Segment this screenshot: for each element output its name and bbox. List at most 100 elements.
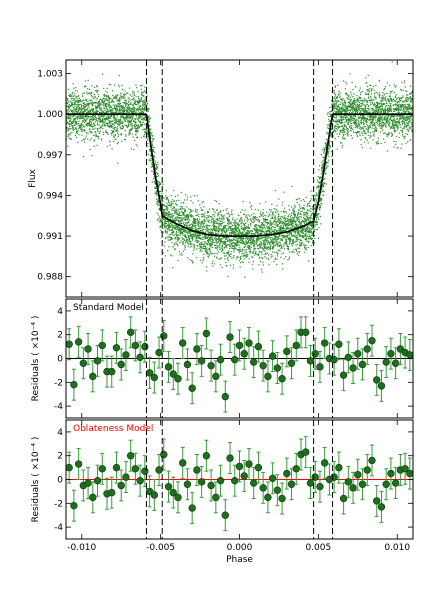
flux-point bbox=[272, 247, 274, 249]
flux-point bbox=[66, 112, 68, 114]
flux-point bbox=[153, 156, 155, 158]
flux-point bbox=[147, 110, 149, 112]
flux-point bbox=[302, 232, 304, 234]
flux-point bbox=[89, 99, 91, 101]
flux-point bbox=[118, 100, 120, 102]
flux-point bbox=[218, 217, 221, 219]
flux-point bbox=[190, 223, 192, 225]
flux-point bbox=[76, 118, 79, 120]
flux-point bbox=[176, 226, 178, 228]
flux-point bbox=[94, 101, 96, 103]
flux-point bbox=[95, 102, 97, 104]
flux-point bbox=[263, 243, 265, 246]
flux-point bbox=[150, 154, 152, 157]
flux-point bbox=[187, 227, 189, 229]
flux-point bbox=[170, 224, 173, 226]
flux-point bbox=[137, 102, 140, 104]
flux-point bbox=[289, 239, 291, 241]
flux-point bbox=[247, 253, 249, 255]
flux-point bbox=[179, 208, 181, 210]
flux-point bbox=[297, 211, 299, 214]
flux-point bbox=[136, 131, 138, 133]
flux-point bbox=[171, 232, 174, 234]
flux-point bbox=[106, 108, 109, 111]
flux-point bbox=[310, 230, 313, 233]
flux-point bbox=[115, 96, 117, 98]
flux-point bbox=[145, 102, 147, 104]
flux-point bbox=[281, 221, 283, 223]
flux-point bbox=[123, 117, 125, 120]
flux-point bbox=[310, 216, 312, 219]
flux-point bbox=[192, 221, 194, 223]
flux-point bbox=[306, 211, 308, 214]
flux-point bbox=[301, 228, 303, 230]
flux-point bbox=[182, 243, 184, 245]
flux-point bbox=[277, 215, 280, 217]
flux-point bbox=[228, 220, 230, 222]
flux-point bbox=[235, 237, 238, 239]
flux-point bbox=[177, 213, 179, 215]
flux-point bbox=[221, 228, 223, 230]
flux-point bbox=[137, 95, 140, 98]
flux-point bbox=[110, 105, 112, 107]
flux-point bbox=[284, 220, 287, 222]
flux-point bbox=[293, 227, 296, 229]
flux-point bbox=[226, 217, 228, 219]
flux-point bbox=[165, 218, 167, 220]
flux-point bbox=[96, 136, 98, 138]
flux-point bbox=[146, 95, 148, 97]
flux-point bbox=[307, 241, 309, 243]
flux-point bbox=[159, 221, 161, 223]
flux-point bbox=[101, 99, 103, 102]
flux-point bbox=[120, 103, 122, 105]
flux-point bbox=[208, 216, 210, 218]
flux-point bbox=[312, 233, 314, 235]
flux-point bbox=[238, 224, 240, 226]
flux-point bbox=[223, 214, 225, 216]
flux-point bbox=[116, 127, 118, 130]
flux-point bbox=[82, 102, 85, 104]
flux-point bbox=[240, 211, 242, 213]
flux-point bbox=[210, 216, 213, 218]
flux-point bbox=[306, 205, 308, 207]
flux-point bbox=[242, 233, 244, 236]
flux-point bbox=[106, 106, 108, 108]
flux-point bbox=[185, 231, 187, 234]
flux-point bbox=[136, 100, 138, 103]
flux-point bbox=[116, 94, 118, 96]
flux-point bbox=[81, 129, 83, 132]
flux-point bbox=[68, 118, 70, 120]
flux-point bbox=[213, 244, 216, 246]
flux-point bbox=[155, 192, 157, 194]
flux-point bbox=[130, 121, 132, 124]
flux-point bbox=[244, 225, 246, 227]
flux-point bbox=[143, 102, 145, 104]
flux-point bbox=[254, 216, 256, 218]
flux-point bbox=[110, 132, 112, 135]
flux-point bbox=[306, 227, 308, 229]
flux-point bbox=[139, 99, 141, 101]
flux-point bbox=[242, 236, 244, 239]
flux-point bbox=[66, 138, 68, 140]
flux-point bbox=[250, 246, 252, 249]
flux-point bbox=[67, 112, 70, 114]
flux-point bbox=[135, 108, 138, 110]
flux-point bbox=[255, 242, 258, 244]
flux-point bbox=[194, 247, 196, 249]
flux-point bbox=[197, 241, 199, 243]
flux-point bbox=[299, 239, 301, 242]
flux-point bbox=[117, 104, 119, 106]
flux-point bbox=[209, 244, 211, 246]
flux-point bbox=[104, 118, 106, 121]
flux-point bbox=[274, 208, 276, 210]
flux-point bbox=[294, 221, 296, 224]
flux-point bbox=[138, 103, 140, 105]
flux-point bbox=[242, 242, 244, 244]
flux-point bbox=[73, 118, 75, 121]
flux-point bbox=[291, 222, 293, 224]
flux-point bbox=[174, 238, 177, 240]
flux-point bbox=[201, 209, 203, 211]
flux-point bbox=[80, 101, 82, 103]
flux-point bbox=[294, 204, 296, 206]
flux-point bbox=[212, 233, 215, 235]
